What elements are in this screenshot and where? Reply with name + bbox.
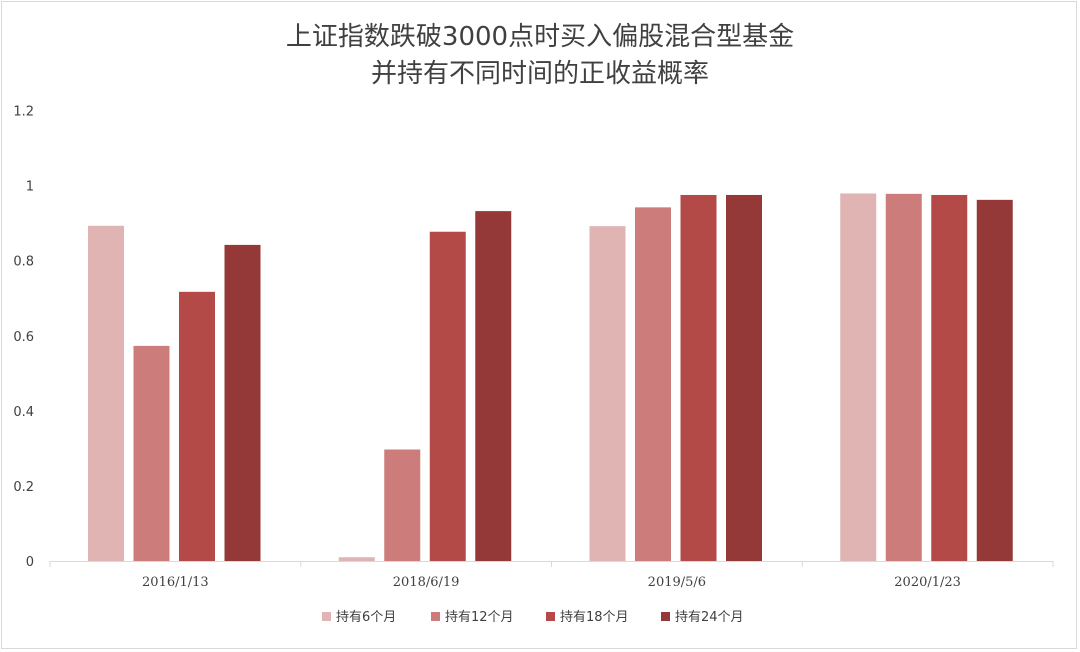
bar-2016/1/13-持有12个月 bbox=[133, 345, 170, 561]
legend-label: 持有24个月 bbox=[675, 610, 744, 625]
bar-2019/5/6-持有12个月 bbox=[635, 207, 671, 562]
legend-swatch bbox=[322, 612, 331, 621]
legend-label: 持有6个月 bbox=[336, 610, 396, 625]
legend-item: 持有6个月 bbox=[322, 610, 396, 625]
y-tick-label: 0.2 bbox=[13, 480, 34, 495]
y-tick-label: 0 bbox=[26, 555, 34, 570]
legend-swatch bbox=[431, 612, 440, 621]
bar-2018/6/19-持有6个月 bbox=[338, 557, 375, 561]
x-tick-label: 2016/1/13 bbox=[142, 575, 209, 590]
legend-label: 持有18个月 bbox=[560, 610, 629, 625]
bar-2019/5/6-持有24个月 bbox=[726, 194, 762, 561]
y-axis: 0 0.2 0.4 0.6 0.8 1 1.2 bbox=[13, 105, 34, 571]
bar-2016/1/13-持有6个月 bbox=[88, 225, 124, 561]
legend-swatch bbox=[661, 612, 670, 621]
x-axis: 2016/1/13 2018/6/19 2019/5/6 2020/1/23 bbox=[49, 561, 1054, 590]
y-tick-label: 1.2 bbox=[13, 105, 34, 120]
chart-subtitle: 并持有不同时间的正收益概率 bbox=[371, 59, 709, 89]
bar-2020/1/23-持有12个月 bbox=[885, 193, 922, 561]
legend-item: 持有12个月 bbox=[431, 610, 514, 625]
plot-area bbox=[88, 193, 1013, 562]
bar-2018/6/19-持有12个月 bbox=[384, 449, 421, 561]
legend-swatch bbox=[546, 612, 555, 621]
legend-item: 持有24个月 bbox=[661, 610, 744, 625]
bar-2018/6/19-持有24个月 bbox=[475, 211, 512, 561]
y-tick-label: 1 bbox=[26, 180, 34, 195]
y-tick-label: 0.8 bbox=[13, 255, 34, 270]
x-tick-label: 2018/6/19 bbox=[393, 575, 460, 590]
bar-2019/5/6-持有18个月 bbox=[680, 194, 717, 561]
x-tick-label: 2020/1/23 bbox=[894, 575, 961, 590]
bar-2019/5/6-持有6个月 bbox=[589, 226, 626, 561]
legend: 持有6个月 持有12个月 持有18个月 持有24个月 bbox=[322, 610, 744, 625]
legend-label: 持有12个月 bbox=[445, 610, 514, 625]
bar-2020/1/23-持有18个月 bbox=[931, 194, 968, 561]
bar-2018/6/19-持有18个月 bbox=[429, 231, 466, 561]
legend-item: 持有18个月 bbox=[546, 610, 629, 625]
bar-2020/1/23-持有24个月 bbox=[976, 199, 1013, 561]
bar-2016/1/13-持有24个月 bbox=[224, 244, 261, 561]
chart-title: 上证指数跌破3000点时买入偏股混合型基金 bbox=[286, 22, 794, 52]
y-tick-label: 0.6 bbox=[13, 330, 34, 345]
bar-2016/1/13-持有18个月 bbox=[179, 291, 215, 561]
bar-2020/1/23-持有6个月 bbox=[840, 193, 877, 561]
y-tick-label: 0.4 bbox=[13, 405, 34, 420]
x-tick-label: 2019/5/6 bbox=[648, 575, 706, 590]
